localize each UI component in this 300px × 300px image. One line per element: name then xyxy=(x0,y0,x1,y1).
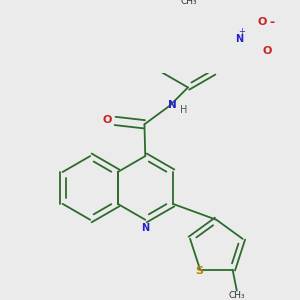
Text: O: O xyxy=(258,17,267,27)
Text: -: - xyxy=(269,16,275,29)
Text: O: O xyxy=(263,46,272,56)
Text: N: N xyxy=(235,34,243,44)
Text: CH₃: CH₃ xyxy=(181,0,197,6)
Text: CH₃: CH₃ xyxy=(229,291,245,300)
Text: N: N xyxy=(141,223,149,233)
Text: +: + xyxy=(238,27,245,36)
Text: H: H xyxy=(180,105,188,115)
Text: O: O xyxy=(102,115,111,125)
Text: S: S xyxy=(195,266,203,276)
Text: N: N xyxy=(168,100,176,110)
